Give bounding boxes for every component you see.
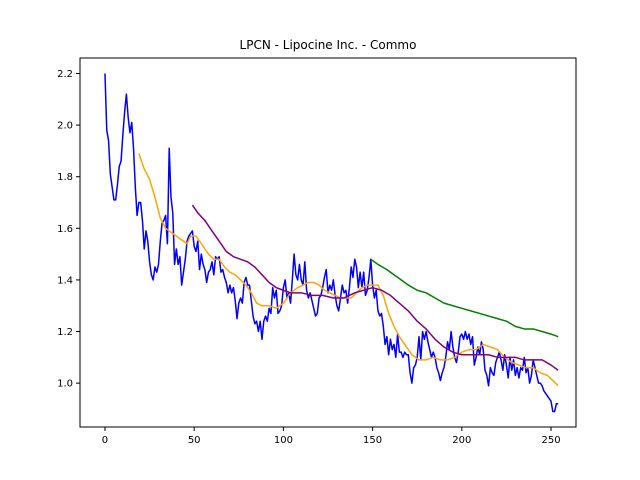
y-tick-label: 2.0 [57,121,73,132]
series-line-4 [370,258,559,338]
y-tick-label: 1.6 [57,224,73,235]
series-line-1 [104,73,559,413]
plot-frame [79,57,577,428]
x-tick-label: 100 [274,435,293,446]
x-tick-label: 50 [188,435,201,446]
chart-title: LPCN - Lipocine Inc. - Commo [240,38,417,52]
y-tick-label: 1.4 [57,275,73,286]
y-tick-label: 1.0 [57,379,73,390]
series-line-2 [138,153,559,387]
y-axis: 1.0 1.2 1.4 1.6 1.8 2.0 2.2 [57,69,80,390]
x-tick-label: 0 [102,435,108,446]
series-line-3 [191,204,559,371]
x-tick-label: 250 [541,435,560,446]
y-tick-label: 2.2 [57,69,73,80]
x-tick-label: 150 [363,435,382,446]
y-tick-label: 1.2 [57,327,73,338]
x-axis: 0 50 100 150 200 250 [102,427,561,446]
x-tick-label: 200 [452,435,471,446]
y-tick-label: 1.8 [57,172,73,183]
